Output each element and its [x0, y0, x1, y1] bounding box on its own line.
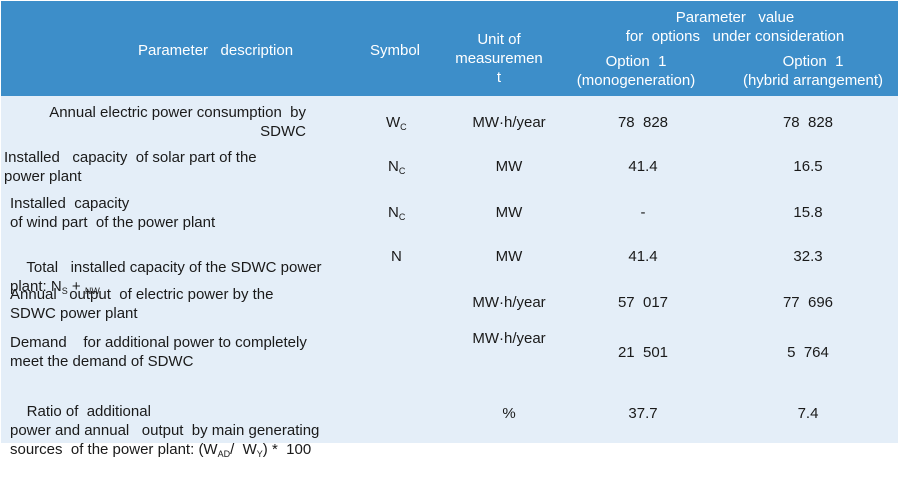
- row-4-option1-value: 41.4: [628, 248, 658, 265]
- header-unit: Unit of measuremen t: [455, 31, 543, 86]
- header-option-monogeneration: Option 1 (monogeneration): [576, 53, 696, 89]
- row-6-unit: MW·h/year: [472, 330, 546, 347]
- row-3-description: Installed capacity of wind part of the p…: [10, 195, 216, 231]
- table-body: [1, 96, 898, 443]
- row-5-option1-value: 57 017: [617, 294, 669, 311]
- row-4-description: Total installed capacity of the SDWC pow…: [10, 259, 322, 296]
- header-parameter-value-group: Parameter value for options under consid…: [625, 9, 845, 45]
- header-parameter-description: Parameter description: [138, 42, 294, 59]
- row-5-description: Annual output of electric power by the S…: [10, 286, 274, 322]
- row-2-option2-value: 16.5: [793, 158, 823, 175]
- row-7-option2-value: 7.4: [797, 405, 819, 422]
- row-2-unit: MW: [495, 158, 523, 175]
- row-7-description: Ratio of additional power and annual outp…: [10, 403, 320, 459]
- header-option-hybrid: Option 1 (hybrid arrangement): [742, 53, 884, 89]
- row-4-symbol: N: [391, 248, 402, 265]
- row-5-unit: MW·h/year: [472, 294, 546, 311]
- row-6-description: Demand for additional power to completel…: [10, 334, 307, 370]
- row-2-description: Installed capacity of solar part of the …: [4, 149, 257, 185]
- row-4-unit: MW: [495, 248, 523, 265]
- header-symbol: Symbol: [370, 42, 421, 59]
- row-7-option1-value: 37.7: [628, 405, 658, 422]
- table-header: Parameter description Symbol Unit of mea…: [1, 1, 898, 96]
- row-6-option1-value: 21 501: [617, 344, 669, 361]
- row-2-symbol: NC: [388, 158, 406, 176]
- row-2-option1-value: 41.4: [628, 158, 658, 175]
- row-4-option2-value: 32.3: [793, 248, 823, 265]
- row-3-option1-value: -: [640, 204, 646, 221]
- row-1-option2-value: 78 828: [782, 114, 834, 131]
- row-1-unit: MW·h/year: [472, 114, 546, 131]
- parameter-table: Parameter description Symbol Unit of mea…: [1, 1, 898, 459]
- row-6-option2-value: 5 764: [787, 344, 829, 361]
- row-3-unit: MW: [495, 204, 523, 221]
- row-1-option1-value: 78 828: [617, 114, 669, 131]
- row-3-option2-value: 15.8: [793, 204, 823, 221]
- row-3-symbol: NC: [388, 204, 406, 222]
- row-7-unit: %: [502, 405, 516, 422]
- row-5-option2-value: 77 696: [782, 294, 834, 311]
- row-1-symbol: WC: [386, 114, 407, 132]
- row-1-description: Annual electric power consumption by SDW…: [49, 104, 306, 140]
